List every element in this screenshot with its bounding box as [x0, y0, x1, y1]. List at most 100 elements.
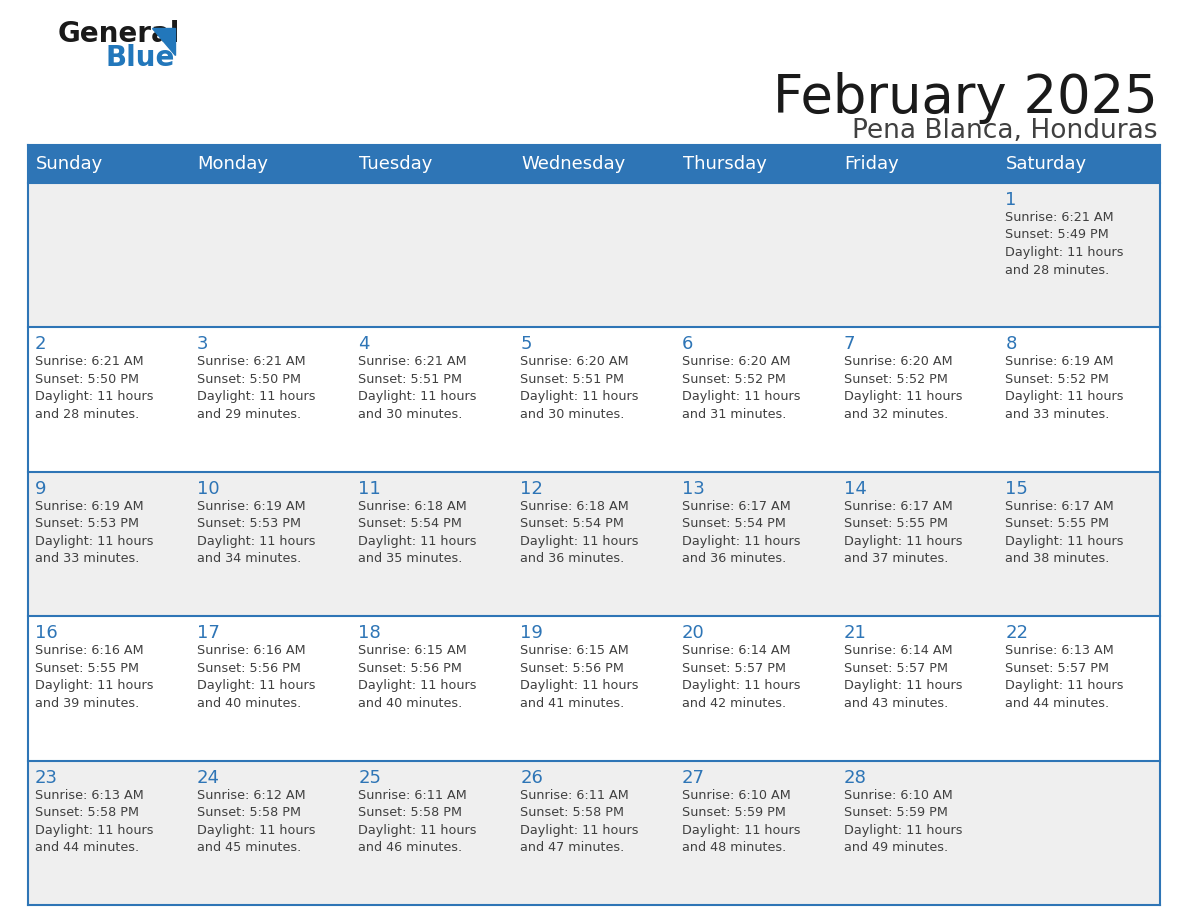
Bar	[29, 183, 1159, 328]
Text: Tuesday: Tuesday	[360, 155, 432, 173]
Text: Sunset: 5:52 PM: Sunset: 5:52 PM	[1005, 373, 1110, 386]
Text: 4: 4	[359, 335, 369, 353]
Text: and 43 minutes.: and 43 minutes.	[843, 697, 948, 710]
Text: Daylight: 11 hours: Daylight: 11 hours	[197, 390, 315, 403]
Text: and 33 minutes.: and 33 minutes.	[34, 553, 139, 565]
Text: General: General	[58, 20, 181, 48]
Text: Sunrise: 6:11 AM: Sunrise: 6:11 AM	[520, 789, 628, 801]
Text: and 39 minutes.: and 39 minutes.	[34, 697, 139, 710]
Text: Sunrise: 6:21 AM: Sunrise: 6:21 AM	[359, 355, 467, 368]
Text: Sunrise: 6:10 AM: Sunrise: 6:10 AM	[682, 789, 790, 801]
Text: Blue: Blue	[105, 44, 175, 72]
Text: Daylight: 11 hours: Daylight: 11 hours	[34, 823, 153, 836]
Text: and 30 minutes.: and 30 minutes.	[359, 408, 463, 420]
Text: Daylight: 11 hours: Daylight: 11 hours	[520, 823, 639, 836]
Text: 11: 11	[359, 480, 381, 498]
Text: February 2025: February 2025	[773, 72, 1158, 124]
Text: and 44 minutes.: and 44 minutes.	[1005, 697, 1110, 710]
Text: Sunset: 5:55 PM: Sunset: 5:55 PM	[1005, 518, 1110, 531]
Text: and 29 minutes.: and 29 minutes.	[197, 408, 301, 420]
Text: Daylight: 11 hours: Daylight: 11 hours	[359, 390, 476, 403]
Text: Sunrise: 6:21 AM: Sunrise: 6:21 AM	[197, 355, 305, 368]
Text: 24: 24	[197, 768, 220, 787]
Text: Sunrise: 6:13 AM: Sunrise: 6:13 AM	[34, 789, 144, 801]
Text: Wednesday: Wednesday	[522, 155, 625, 173]
Text: Daylight: 11 hours: Daylight: 11 hours	[34, 390, 153, 403]
Text: Daylight: 11 hours: Daylight: 11 hours	[1005, 679, 1124, 692]
Text: Thursday: Thursday	[683, 155, 766, 173]
Text: Sunrise: 6:15 AM: Sunrise: 6:15 AM	[520, 644, 628, 657]
Text: 1: 1	[1005, 191, 1017, 209]
Text: 3: 3	[197, 335, 208, 353]
Text: and 35 minutes.: and 35 minutes.	[359, 553, 463, 565]
Text: Sunset: 5:54 PM: Sunset: 5:54 PM	[682, 518, 785, 531]
Text: and 36 minutes.: and 36 minutes.	[682, 553, 786, 565]
Text: Sunrise: 6:16 AM: Sunrise: 6:16 AM	[197, 644, 305, 657]
Text: Sunrise: 6:20 AM: Sunrise: 6:20 AM	[520, 355, 628, 368]
Text: 6: 6	[682, 335, 694, 353]
Text: Sunset: 5:59 PM: Sunset: 5:59 PM	[843, 806, 948, 819]
Text: Sunrise: 6:17 AM: Sunrise: 6:17 AM	[682, 499, 790, 513]
Text: and 46 minutes.: and 46 minutes.	[359, 841, 462, 854]
Text: Sunset: 5:52 PM: Sunset: 5:52 PM	[843, 373, 948, 386]
Text: Sunday: Sunday	[36, 155, 103, 173]
Bar	[29, 616, 1159, 761]
Text: Sunrise: 6:15 AM: Sunrise: 6:15 AM	[359, 644, 467, 657]
Text: Daylight: 11 hours: Daylight: 11 hours	[34, 679, 153, 692]
Text: Sunset: 5:53 PM: Sunset: 5:53 PM	[34, 518, 139, 531]
Text: Sunset: 5:56 PM: Sunset: 5:56 PM	[520, 662, 624, 675]
Text: Daylight: 11 hours: Daylight: 11 hours	[1005, 246, 1124, 259]
Text: Daylight: 11 hours: Daylight: 11 hours	[1005, 390, 1124, 403]
Text: and 40 minutes.: and 40 minutes.	[359, 697, 462, 710]
Text: Sunset: 5:52 PM: Sunset: 5:52 PM	[682, 373, 785, 386]
Text: and 47 minutes.: and 47 minutes.	[520, 841, 625, 854]
Text: Sunrise: 6:10 AM: Sunrise: 6:10 AM	[843, 789, 953, 801]
Text: and 48 minutes.: and 48 minutes.	[682, 841, 786, 854]
Text: Daylight: 11 hours: Daylight: 11 hours	[843, 535, 962, 548]
Text: Daylight: 11 hours: Daylight: 11 hours	[843, 679, 962, 692]
Text: Daylight: 11 hours: Daylight: 11 hours	[197, 679, 315, 692]
Text: Sunset: 5:53 PM: Sunset: 5:53 PM	[197, 518, 301, 531]
Text: Sunset: 5:57 PM: Sunset: 5:57 PM	[682, 662, 785, 675]
Text: 23: 23	[34, 768, 58, 787]
Bar	[29, 145, 1159, 183]
Text: 28: 28	[843, 768, 866, 787]
Text: Daylight: 11 hours: Daylight: 11 hours	[197, 535, 315, 548]
Text: 17: 17	[197, 624, 220, 643]
Text: 7: 7	[843, 335, 855, 353]
Text: and 40 minutes.: and 40 minutes.	[197, 697, 301, 710]
Text: Sunset: 5:56 PM: Sunset: 5:56 PM	[197, 662, 301, 675]
Text: 5: 5	[520, 335, 532, 353]
Text: and 37 minutes.: and 37 minutes.	[843, 553, 948, 565]
Text: 8: 8	[1005, 335, 1017, 353]
Text: Daylight: 11 hours: Daylight: 11 hours	[359, 679, 476, 692]
Text: 10: 10	[197, 480, 220, 498]
Text: 13: 13	[682, 480, 704, 498]
Text: Daylight: 11 hours: Daylight: 11 hours	[682, 535, 801, 548]
Text: Monday: Monday	[197, 155, 268, 173]
Text: Sunrise: 6:18 AM: Sunrise: 6:18 AM	[359, 499, 467, 513]
Polygon shape	[152, 28, 175, 55]
Text: Sunset: 5:58 PM: Sunset: 5:58 PM	[520, 806, 624, 819]
Text: and 31 minutes.: and 31 minutes.	[682, 408, 786, 420]
Text: 20: 20	[682, 624, 704, 643]
Text: Sunrise: 6:14 AM: Sunrise: 6:14 AM	[682, 644, 790, 657]
Text: Daylight: 11 hours: Daylight: 11 hours	[520, 390, 639, 403]
Text: Daylight: 11 hours: Daylight: 11 hours	[520, 679, 639, 692]
Text: 12: 12	[520, 480, 543, 498]
Text: 18: 18	[359, 624, 381, 643]
Text: Daylight: 11 hours: Daylight: 11 hours	[359, 823, 476, 836]
Text: and 32 minutes.: and 32 minutes.	[843, 408, 948, 420]
Text: 2: 2	[34, 335, 46, 353]
Text: Sunrise: 6:17 AM: Sunrise: 6:17 AM	[843, 499, 953, 513]
Text: Sunrise: 6:11 AM: Sunrise: 6:11 AM	[359, 789, 467, 801]
Text: Sunset: 5:55 PM: Sunset: 5:55 PM	[843, 518, 948, 531]
Text: 26: 26	[520, 768, 543, 787]
Text: and 28 minutes.: and 28 minutes.	[34, 408, 139, 420]
Text: Sunrise: 6:12 AM: Sunrise: 6:12 AM	[197, 789, 305, 801]
Text: Daylight: 11 hours: Daylight: 11 hours	[34, 535, 153, 548]
Text: Sunrise: 6:19 AM: Sunrise: 6:19 AM	[197, 499, 305, 513]
Text: Daylight: 11 hours: Daylight: 11 hours	[1005, 535, 1124, 548]
Text: and 42 minutes.: and 42 minutes.	[682, 697, 786, 710]
Text: and 30 minutes.: and 30 minutes.	[520, 408, 625, 420]
